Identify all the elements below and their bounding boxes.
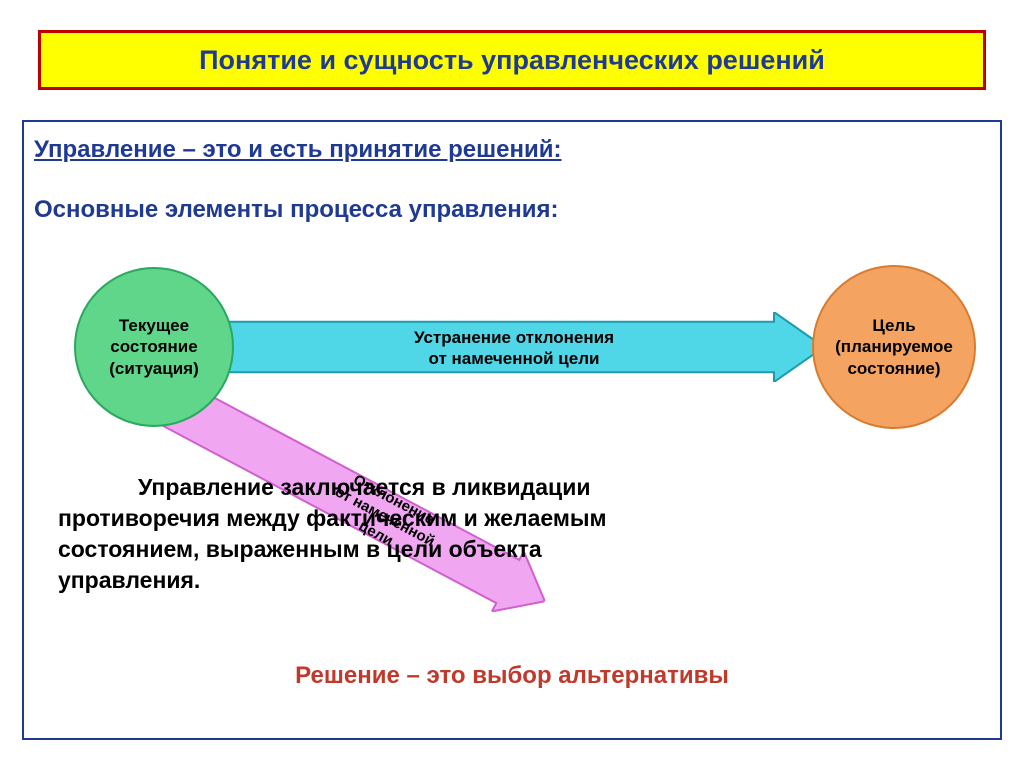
node-current-line3: (ситуация) [109, 359, 198, 378]
node-goal-line3: состояние) [847, 359, 940, 378]
node-current-line2: состояние [110, 337, 197, 356]
arrow-main-line1: Устранение отклонения [414, 328, 614, 347]
node-goal-line1: Цель [872, 316, 915, 335]
node-goal-state: Цель (планируемое состояние) [812, 265, 976, 429]
content-frame: Управление – это и есть принятие решений… [22, 120, 1002, 740]
footer-statement-text: Решение – это выбор альтернативы [295, 662, 729, 689]
body-paragraph-text: Управление заключается в ликвидации прот… [58, 474, 607, 593]
slide-title: Понятие и сущность управленческих решени… [38, 30, 986, 90]
node-current-state: Текущее состояние (ситуация) [74, 267, 234, 427]
arrow-main-shape [214, 312, 824, 382]
slide-title-text: Понятие и сущность управленческих решени… [199, 45, 825, 76]
arrow-main-line2: от намеченной цели [429, 349, 600, 368]
heading-elements-text: Основные элементы процесса управления: [34, 196, 558, 223]
heading-management: Управление – это и есть принятие решений… [34, 136, 561, 164]
node-goal-line2: (планируемое [835, 337, 953, 356]
heading-elements: Основные элементы процесса управления: [34, 196, 558, 224]
body-paragraph: Управление заключается в ликвидации прот… [58, 472, 678, 596]
node-current-line1: Текущее [119, 316, 189, 335]
footer-statement: Решение – это выбор альтернативы [24, 662, 1000, 690]
arrow-main-label: Устранение отклонения от намеченной цели [274, 327, 754, 370]
heading-management-text: Управление – это и есть принятие решений… [34, 136, 561, 163]
